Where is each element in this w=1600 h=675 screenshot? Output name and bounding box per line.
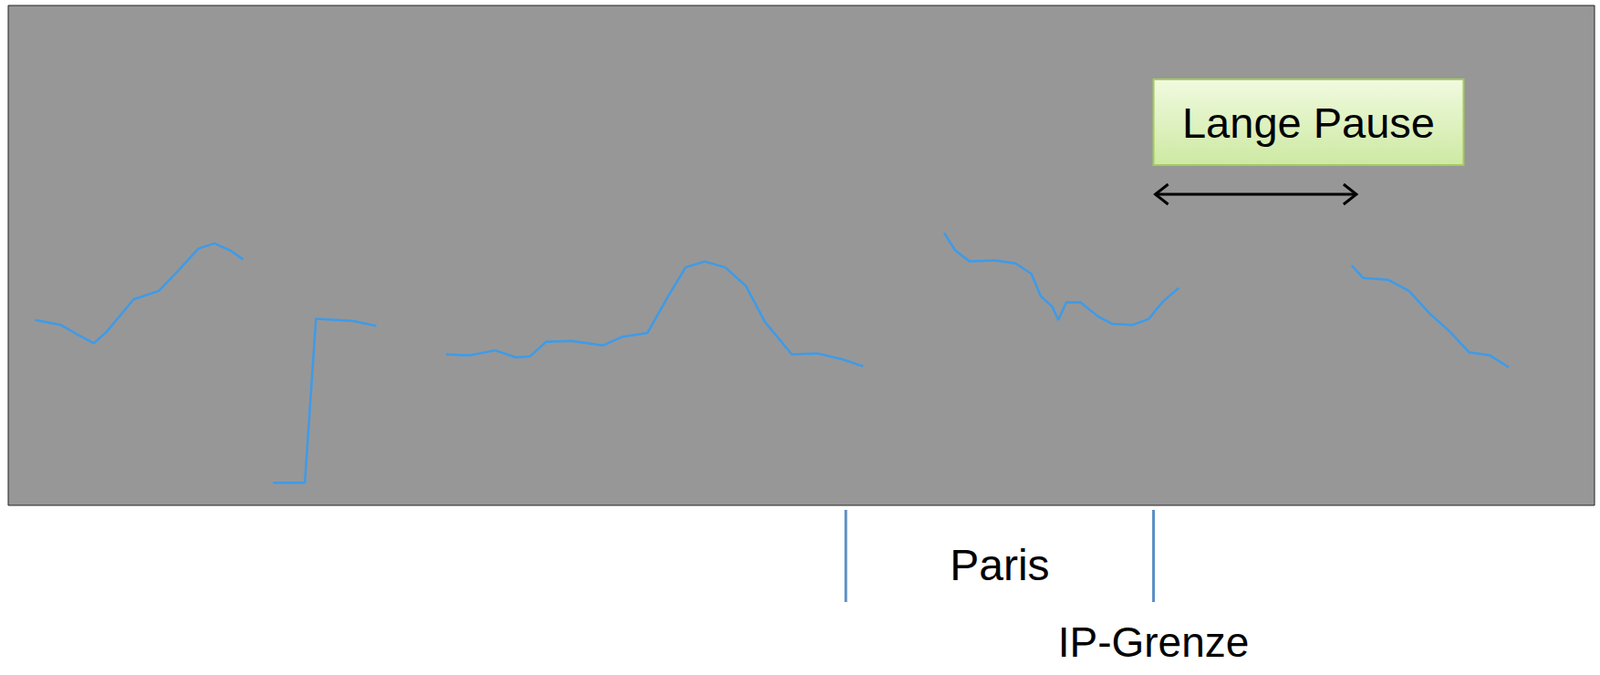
- svg-text:Lange Pause: Lange Pause: [1182, 98, 1435, 147]
- svg-text:Paris: Paris: [949, 540, 1050, 590]
- svg-text:IP-Grenze: IP-Grenze: [1058, 618, 1250, 666]
